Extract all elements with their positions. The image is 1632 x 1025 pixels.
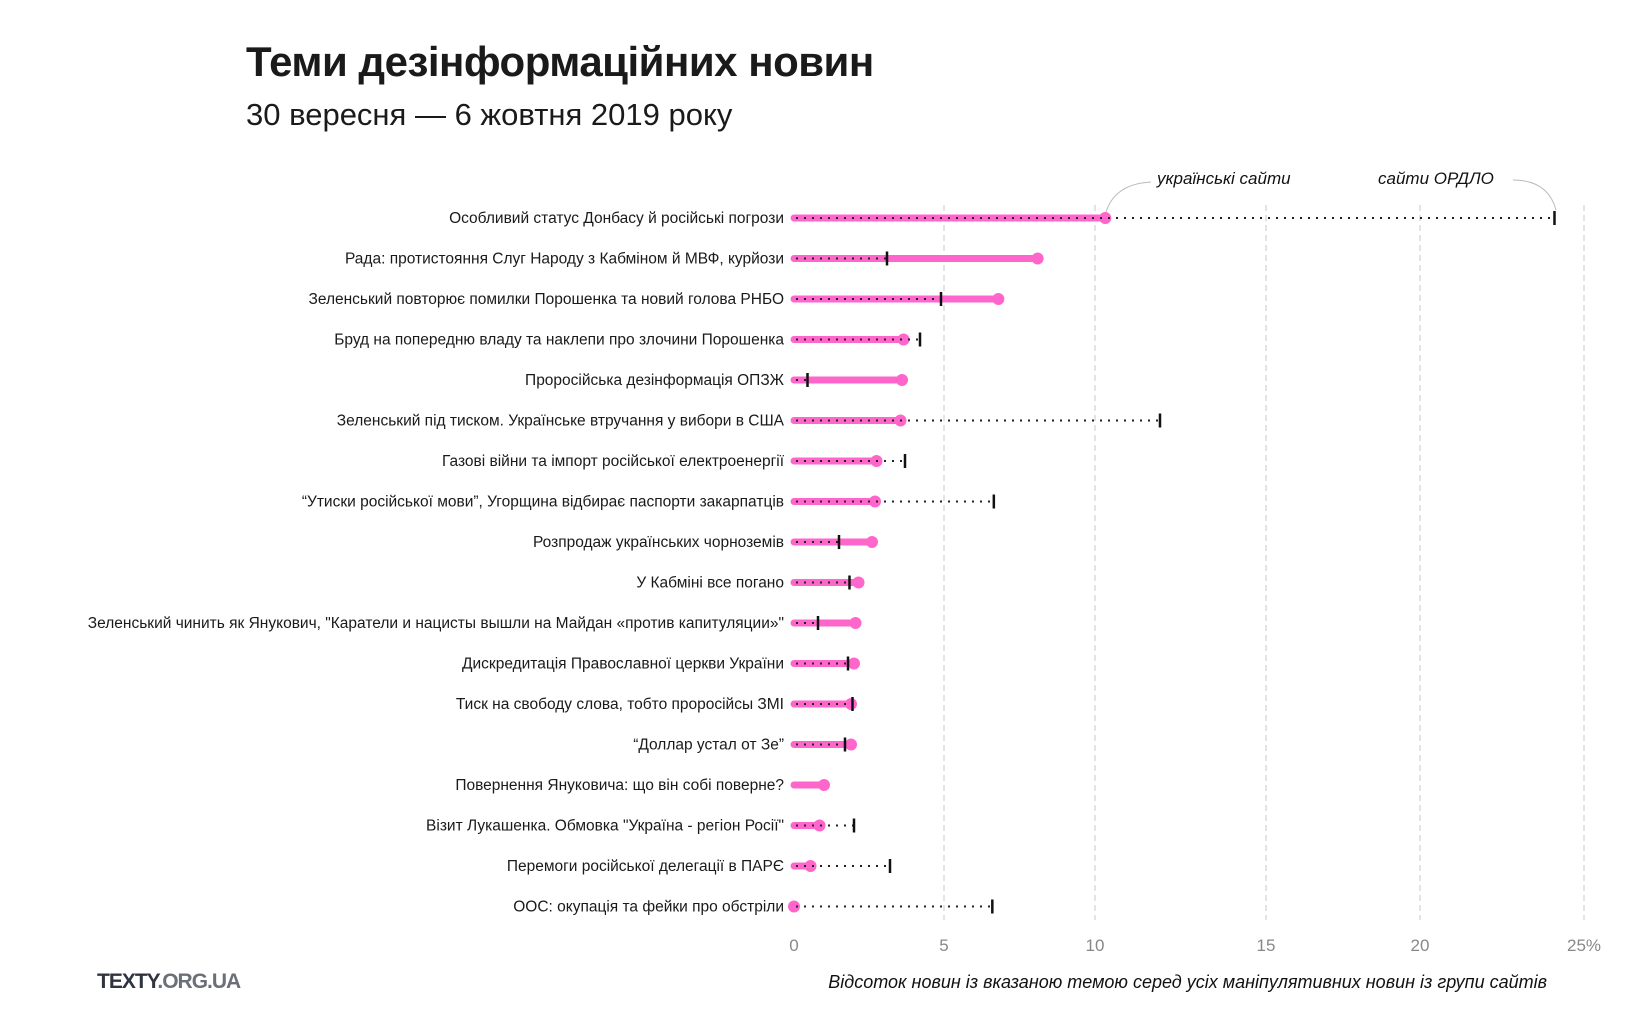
category-label: Зеленський повторює помилки Порошенка та…: [308, 291, 784, 308]
chart-row: Зеленський повторює помилки Порошенка та…: [308, 291, 1005, 308]
chart-row: Особливий статус Донбасу й російські пог…: [449, 210, 1556, 227]
ukrainian-dot: [845, 738, 857, 751]
annotation-leader-ordlo: [1512, 179, 1557, 211]
chart-row: “Утиски російської мови”, Угорщина відби…: [302, 494, 996, 511]
category-label: Тиск на свободу слова, тобто проросійсы …: [456, 696, 784, 713]
ukrainian-dot: [869, 495, 881, 508]
ukrainian-dot: [852, 576, 865, 589]
legend-ordlo-sites: сайти ОРДЛО: [1378, 169, 1494, 188]
category-label: Бруд на попередню владу та наклепи про з…: [334, 332, 784, 349]
texty-logo[interactable]: TEXTY.ORG.UA: [97, 970, 241, 994]
grid-lines: [943, 205, 1585, 920]
x-tick-label: 0: [789, 936, 798, 955]
ukrainian-dot: [992, 293, 1005, 305]
chart-row: Повернення Януковича: що він собі поверн…: [455, 777, 830, 794]
category-label: Зеленський чинить як Янукович, "Каратели…: [88, 615, 784, 632]
legend-ukrainian-sites: українські сайти: [1156, 169, 1291, 188]
x-tick-label: 5: [939, 936, 948, 955]
chart-row: Дискредитація Православної церкви Україн…: [462, 656, 860, 673]
ukrainian-dot: [897, 333, 910, 346]
category-label: Проросійська дезінформація ОПЗЖ: [525, 372, 785, 389]
ukrainian-dot: [1031, 252, 1044, 265]
ukrainian-dot: [813, 819, 826, 832]
chart-row: Проросійська дезінформація ОПЗЖ: [525, 372, 908, 389]
category-label: У Кабміні все погано: [636, 575, 784, 592]
category-label: Розпродаж українських чорноземів: [533, 534, 784, 551]
chart-row: У Кабміні все погано: [636, 575, 865, 592]
chart-row: Зеленський під тиском. Українське втруча…: [337, 413, 1162, 430]
ukrainian-dot: [866, 536, 878, 548]
category-label: Візит Лукашенка. Обмовка "Україна - регі…: [426, 818, 784, 835]
ukrainian-dot: [848, 657, 860, 670]
category-label: Особливий статус Донбасу й російські пог…: [449, 210, 784, 227]
category-label: Рада: протистояння Слуг Народу з Кабміно…: [345, 251, 784, 268]
ukrainian-dot: [849, 617, 862, 629]
x-tick-label: 20: [1411, 936, 1430, 955]
category-label: Дискредитація Православної церкви Україн…: [462, 656, 784, 673]
ukrainian-dot: [845, 698, 857, 710]
x-axis-label: Відсоток новин із вказаною темою серед у…: [828, 972, 1547, 992]
category-label: Газові війни та імпорт російської електр…: [442, 453, 785, 470]
ukrainian-dot: [818, 779, 830, 791]
chart-subtitle: 30 вересня — 6 жовтня 2019 року: [246, 97, 733, 132]
chart-row: Тиск на свободу слова, тобто проросійсы …: [456, 696, 857, 713]
chart-row: Газові війни та імпорт російської електр…: [442, 453, 907, 470]
category-label: “Доллар устал от Зе”: [633, 737, 784, 754]
category-label: “Утиски російської мови”, Угорщина відби…: [302, 494, 784, 511]
logo-suffix: .ORG.UA: [157, 970, 241, 993]
chart-row: Зеленський чинить як Янукович, "Каратели…: [88, 615, 862, 632]
annotation-leader-ukrainian: [1105, 181, 1152, 213]
category-label: Повернення Януковича: що він собі поверн…: [455, 777, 784, 794]
ukrainian-dot: [896, 374, 908, 386]
category-label: Зеленський під тиском. Українське втруча…: [337, 413, 785, 430]
chart-row: Розпродаж українських чорноземів: [533, 534, 878, 551]
chart-row: “Доллар устал от Зе”: [633, 737, 857, 754]
chart-title: Теми дезінформаційних новин: [246, 38, 874, 85]
chart-row: Рада: протистояння Слуг Народу з Кабміно…: [345, 251, 1044, 268]
chart-row: ООС: окупація та фейки про обстріли: [513, 899, 994, 916]
chart-rows: Особливий статус Донбасу й російські пог…: [88, 210, 1556, 916]
x-axis-ticks: 0 5 10 15 20 25%: [789, 936, 1601, 955]
category-label: ООС: окупація та фейки про обстріли: [513, 899, 784, 916]
x-tick-label: 15: [1257, 936, 1276, 955]
chart-row: Бруд на попередню владу та наклепи про з…: [334, 332, 922, 349]
category-label: Перемоги російської делегації в ПАРЄ: [507, 858, 784, 875]
ukrainian-dot: [804, 860, 817, 872]
ukrainian-dot: [1099, 212, 1112, 224]
ukrainian-dot: [788, 900, 800, 913]
x-tick-label: 25%: [1567, 936, 1601, 955]
chart-row: Перемоги російської делегації в ПАРЄ: [507, 858, 892, 875]
chart-row: Візит Лукашенка. Обмовка "Україна - регі…: [426, 818, 856, 835]
logo-main: TEXTY: [97, 970, 158, 993]
x-tick-label: 10: [1086, 936, 1105, 955]
